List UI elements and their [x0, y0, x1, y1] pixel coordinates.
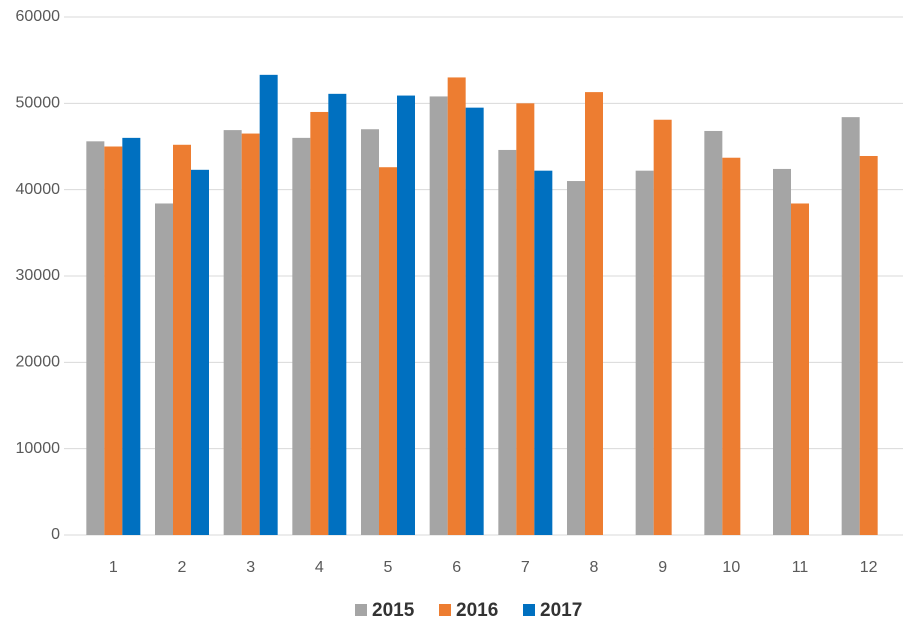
bar: [241, 133, 260, 536]
legend-swatch: [355, 604, 367, 616]
y-tick-label: 60000: [16, 8, 61, 25]
x-tick-label: 1: [109, 559, 118, 576]
bar: [585, 92, 603, 536]
legend-label: 2016: [456, 600, 498, 621]
bar: [567, 181, 585, 536]
y-tick-label: 40000: [16, 181, 61, 198]
x-tick-label: 12: [860, 559, 878, 576]
bar: [534, 170, 553, 535]
legend-swatch: [439, 604, 451, 616]
bar: [859, 155, 878, 535]
x-tick-label: 3: [246, 559, 255, 576]
bar: [653, 119, 672, 535]
bar: [122, 137, 141, 535]
bar: [86, 141, 105, 535]
bar: [310, 111, 329, 535]
bar: [259, 74, 278, 536]
bar: [635, 170, 654, 535]
x-tick-label: 7: [521, 559, 530, 576]
bar: [191, 169, 209, 535]
x-tick-label: 2: [178, 559, 187, 576]
bar: [361, 129, 379, 535]
x-tick-label: 4: [315, 559, 324, 576]
x-tick-label: 11: [792, 559, 809, 576]
bar: [704, 130, 723, 535]
bar: [841, 117, 860, 535]
bar: [397, 95, 415, 536]
x-tick-label: 8: [590, 559, 599, 576]
bar: [447, 77, 466, 535]
y-tick-label: 10000: [16, 440, 61, 457]
bar: [516, 103, 535, 535]
bar: [155, 203, 173, 536]
bar: [223, 130, 242, 535]
bar: [465, 107, 484, 536]
bar: [292, 137, 311, 535]
y-tick-label: 50000: [16, 95, 61, 112]
y-tick-label: 30000: [16, 267, 61, 284]
legend-label: 2015: [372, 600, 415, 621]
bar: [173, 144, 191, 536]
x-tick-label: 5: [384, 559, 393, 576]
bar: [379, 167, 397, 535]
x-tick-label: 9: [658, 559, 667, 576]
y-tick-label: 20000: [16, 354, 61, 371]
bar: [773, 168, 791, 536]
bar: [104, 146, 123, 535]
bar: [498, 149, 517, 535]
x-tick-label: 6: [452, 559, 461, 576]
y-tick-label: 0: [51, 526, 60, 543]
bar: [328, 93, 347, 535]
legend-label: 2017: [540, 600, 582, 621]
legend-swatch: [523, 604, 535, 616]
x-tick-label: 10: [722, 559, 740, 576]
bar: [429, 96, 448, 535]
bar: [722, 157, 741, 535]
bar: [791, 203, 809, 536]
